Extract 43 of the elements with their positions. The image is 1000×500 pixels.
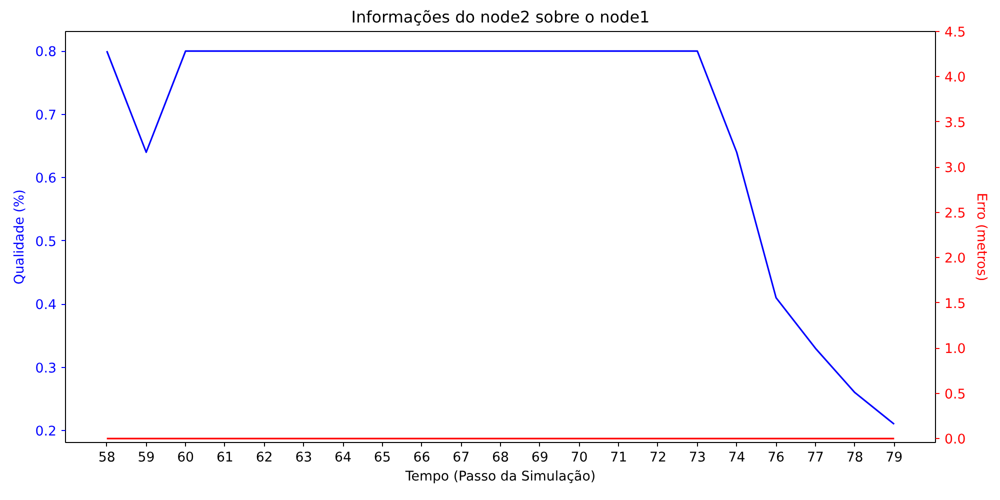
x-tick-label: 73: [688, 450, 706, 466]
y2-tick-label: 4.0: [944, 70, 966, 86]
x-tick-label: 59: [138, 450, 155, 466]
x-tick-label: 76: [768, 450, 785, 466]
x-tick-label: 58: [98, 450, 116, 466]
y-tick-label: 0.6: [35, 172, 57, 187]
x-tick-label: 77: [806, 450, 824, 466]
x-tick-label: 70: [570, 450, 588, 466]
x-tick-label: 67: [452, 450, 470, 466]
y2-tick-label: 2.0: [944, 252, 966, 267]
x-tick-label: 74: [728, 450, 746, 466]
x-tick-label: 65: [374, 450, 391, 466]
y-tick-label: 0.5: [35, 234, 57, 250]
y2-tick-label: 0.5: [944, 387, 966, 402]
y2-tick-label: 2.5: [944, 206, 966, 222]
y2-tick-label: 3.5: [944, 116, 966, 131]
y2-axis-title: Erro (metros): [974, 192, 989, 282]
y-tick-label: 0.8: [35, 45, 57, 60]
x-tick-label: 69: [531, 450, 548, 466]
y-tick-label: 0.7: [35, 108, 57, 124]
x-axis-title: Tempo (Passo da Simulação): [404, 470, 596, 484]
y2-tick-label: 3.0: [944, 161, 966, 176]
y-axis-title: Qualidade (%): [12, 189, 28, 285]
y2-tick-label: 1.5: [944, 296, 966, 312]
y2-tick-label: 0.0: [944, 432, 966, 448]
x-tick-label: 78: [846, 450, 864, 466]
x-tick-label: 79: [886, 450, 903, 466]
y2-tick-label: 4.5: [944, 26, 966, 40]
chart-title: Informações do node2 sobre o node1: [351, 8, 650, 26]
x-tick-label: 62: [256, 450, 273, 466]
line-series: [106, 50, 895, 425]
x-tick-label: 60: [177, 450, 194, 466]
x-tick-label: 61: [216, 450, 234, 466]
y2-tick-label: 1.0: [944, 342, 966, 358]
x-tick-label: 66: [413, 450, 430, 466]
x-tick-label: 72: [649, 450, 666, 466]
y-tick-label: 0.3: [35, 361, 57, 376]
x-tick-label: 64: [334, 450, 352, 466]
y-tick-label: 0.4: [35, 298, 57, 314]
x-tick-label: 71: [610, 450, 628, 466]
x-tick-label: 63: [295, 450, 312, 466]
y-tick-label: 0.2: [35, 424, 57, 440]
x-tick-label: 68: [492, 450, 509, 466]
